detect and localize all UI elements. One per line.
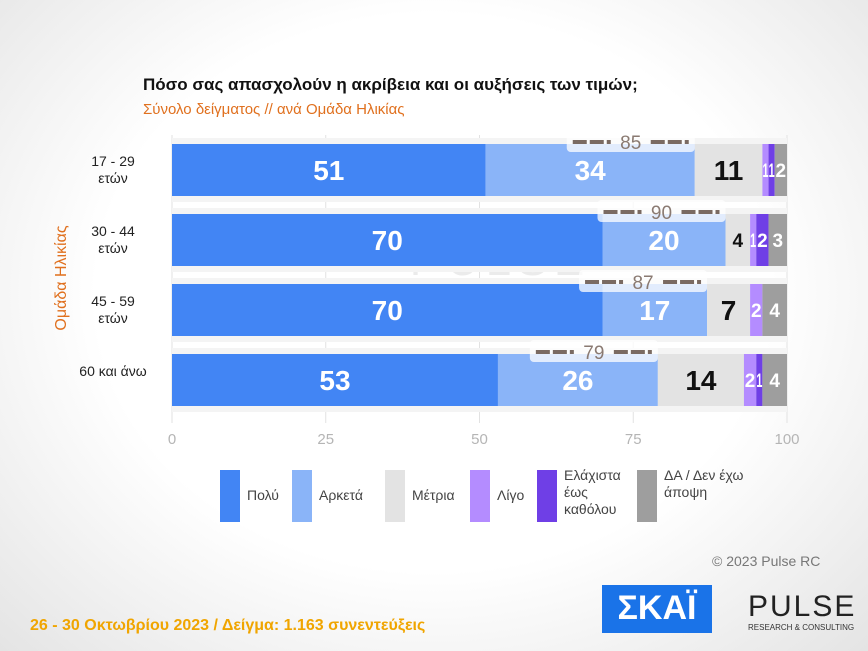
- bar-value-label: 4: [733, 231, 744, 252]
- bar-value-label: 51: [313, 155, 344, 186]
- total-box: [597, 200, 726, 222]
- bar-value-label: 2: [757, 231, 768, 252]
- bar-value-label: 2: [776, 161, 787, 182]
- pulse-logo: PULSE: [748, 590, 856, 623]
- bar-value-label: 1: [769, 161, 775, 182]
- bar-value-label: 26: [562, 365, 593, 396]
- bar-segment: [774, 144, 787, 196]
- bar-segment: [172, 144, 486, 196]
- bar-segment: [762, 284, 787, 336]
- total-label: 79: [583, 343, 604, 364]
- bar-value-label: 7: [721, 295, 737, 326]
- y-tick-label: 30 - 44 ετών: [91, 223, 135, 256]
- legend-swatch: [637, 470, 657, 522]
- bar-value-label: 20: [648, 225, 679, 256]
- copyright: © 2023 Pulse RC: [712, 553, 820, 569]
- bar-value-label: 2: [751, 301, 762, 322]
- bar-segment: [725, 214, 751, 266]
- legend-swatch: [220, 470, 240, 522]
- bar-segment: [743, 354, 757, 406]
- bar-segment: [768, 144, 775, 196]
- bar-segment: [657, 354, 744, 406]
- bar-value-label: 1: [756, 371, 762, 392]
- bar-segment: [762, 144, 769, 196]
- bar-value-label: 14: [685, 365, 717, 396]
- chart-title: Πόσο σας απασχολούν η ακρίβεια και οι αυ…: [143, 75, 638, 94]
- bar-value-label: 1: [762, 161, 768, 182]
- x-tick-label: 25: [317, 431, 334, 448]
- legend-swatch: [385, 470, 405, 522]
- y-tick-label: 45 - 59 ετών: [91, 293, 135, 326]
- bar-segment: [768, 214, 787, 266]
- bar-segment: [756, 214, 769, 266]
- legend-label: Πολύ: [247, 487, 279, 503]
- legend-swatch: [292, 470, 312, 522]
- bar-value-label: 17: [639, 295, 670, 326]
- bar-segment: [750, 284, 763, 336]
- bar-segment: [172, 284, 603, 336]
- total-label: 90: [651, 203, 672, 224]
- legend-label: ΔΑ / Δεν έχω άποψη: [664, 467, 744, 500]
- bar-value-label: 11: [714, 155, 744, 186]
- legend-label: Αρκετά: [319, 487, 363, 503]
- bar-segment: [694, 144, 763, 196]
- legend-swatch: [470, 470, 490, 522]
- bar-segment: [762, 354, 787, 406]
- bar-segment: [707, 284, 751, 336]
- bar-segment: [602, 214, 726, 266]
- skai-logo-box: [602, 585, 712, 633]
- bar-segment: [172, 214, 603, 266]
- bar-segment: [756, 354, 763, 406]
- footer-date-sample: 26 - 30 Οκτωβρίου 2023 / Δείγμα: 1.163 σ…: [30, 617, 425, 634]
- legend-label: Ελάχιστα έως καθόλου: [564, 467, 621, 517]
- total-box: [579, 270, 708, 292]
- total-label: 85: [620, 133, 641, 154]
- x-tick-label: 100: [774, 431, 799, 448]
- x-tick-label: 0: [168, 431, 176, 448]
- bar-segment: [497, 354, 658, 406]
- bar-value-label: 2: [745, 371, 756, 392]
- x-tick-label: 50: [471, 431, 488, 448]
- bar-value-label: 4: [769, 301, 780, 322]
- bar-segment: [750, 214, 757, 266]
- legend-swatch: [537, 470, 557, 522]
- bar-segment: [602, 284, 708, 336]
- bar-value-label: 34: [575, 155, 607, 186]
- total-box: [529, 340, 658, 362]
- y-axis-label: Ομάδα Ηλικίας: [53, 225, 70, 330]
- bar-segment: [172, 354, 498, 406]
- x-tick-label: 75: [625, 431, 642, 448]
- bar-value-label: 3: [772, 231, 783, 252]
- total-label: 87: [632, 273, 653, 294]
- bar-segment: [485, 144, 695, 196]
- total-box: [566, 130, 695, 152]
- y-tick-label: 17 - 29 ετών: [91, 153, 135, 186]
- chart-subtitle: Σύνολο δείγματος // ανά Ομάδα Ηλικίας: [143, 101, 405, 118]
- bar-value-label: 70: [372, 225, 403, 256]
- pulse-logo-sub: RESEARCH & CONSULTING: [748, 623, 854, 632]
- y-tick-label: 60 και άνω: [79, 363, 147, 379]
- bar-value-label: 70: [372, 295, 403, 326]
- bar-value-label: 1: [750, 231, 756, 252]
- bar-value-label: 4: [769, 371, 780, 392]
- bar-value-label: 53: [319, 365, 350, 396]
- skai-logo: ΣΚΑΪ: [618, 589, 699, 627]
- legend-label: Λίγο: [497, 487, 525, 503]
- legend-label: Μέτρια: [412, 487, 455, 503]
